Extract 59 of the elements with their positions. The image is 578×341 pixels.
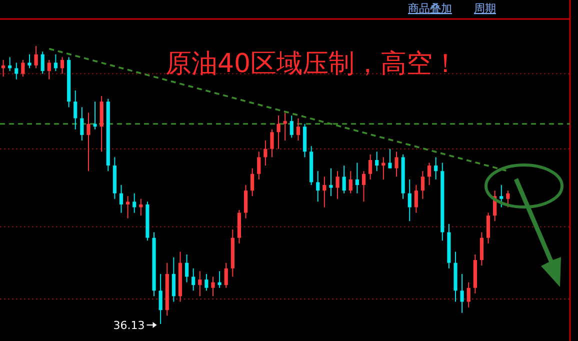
candlestick [506,190,510,208]
text: 周期 [474,2,496,15]
candlestick [316,170,320,202]
candlestick [466,282,470,308]
candlestick [250,168,254,197]
candlestick [368,154,372,180]
candlestick [80,106,84,142]
candlestick [47,59,51,80]
candlestick [257,151,261,180]
candlestick [460,273,464,314]
candlestick [93,101,97,130]
candlestick [388,148,392,169]
chart-title: 原油40区域压制，高空！ [165,49,459,79]
candlestick [500,184,504,208]
candlestick [74,90,78,130]
candlestick [355,162,359,194]
candlestick [184,254,189,283]
candlestick [375,151,379,172]
candlestick [362,170,366,202]
candlestick [204,273,208,292]
candlestick [224,262,228,288]
candlestick [211,276,215,297]
annotation: 36.13 [113,319,145,332]
text: 商品叠加 [408,2,452,15]
candlestick [322,176,326,208]
candlestick [86,112,90,172]
candlestick [264,140,268,166]
candlestick [244,184,248,219]
candlestick [408,178,412,222]
candlestick [296,118,300,142]
candlestick [283,112,287,142]
candlestick [329,168,333,197]
candlestick [480,232,484,266]
candlestick [54,54,58,72]
candlestick [276,115,280,150]
candlestick [420,170,425,200]
candlestick [28,54,32,69]
candlestick [192,268,196,292]
candlestick [132,192,136,214]
candlestick [60,56,64,74]
candlestick [342,165,346,194]
candlestick [34,46,38,69]
candlestick [427,162,432,186]
candlestick [270,128,274,158]
candlestick [434,156,438,180]
candlestick [198,270,202,297]
candlestick [394,151,398,178]
candlestick [172,256,176,302]
candlestick [290,115,294,138]
candlestick [14,62,18,80]
candlestick [414,184,418,214]
candlestick [348,170,352,194]
candlestick [158,273,162,324]
candlestick [119,184,124,214]
candlestick [486,212,490,244]
candlestick [40,51,44,74]
candlestick [336,170,340,200]
candlestick [126,196,130,219]
candlestick [21,59,25,78]
